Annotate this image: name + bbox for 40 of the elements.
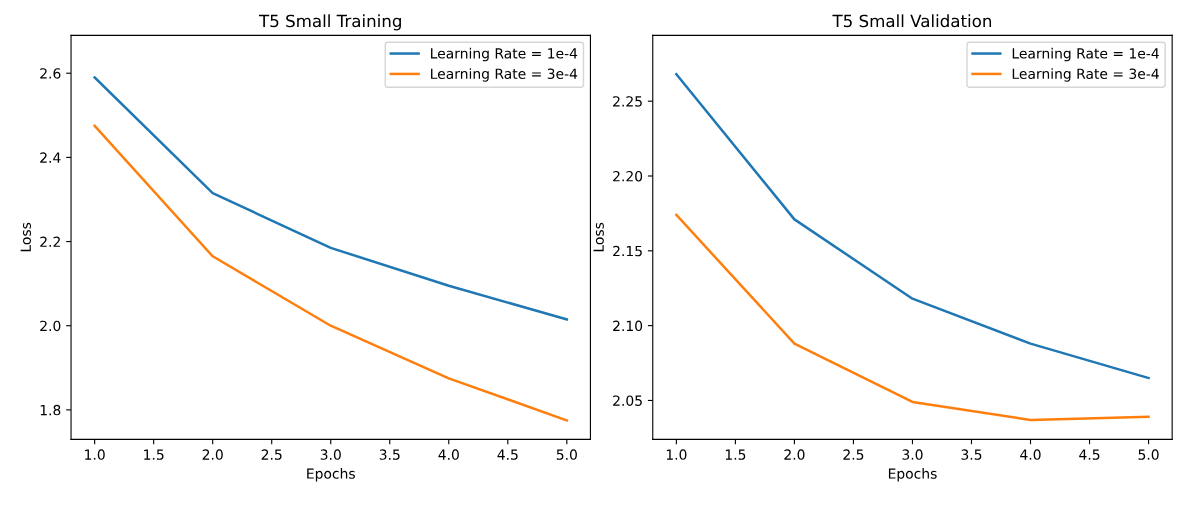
- y-axis-title: Loss: [593, 222, 604, 252]
- y-tick-label: 2.4: [40, 152, 61, 163]
- chart-title: T5 Small Training: [258, 14, 401, 31]
- y-tick-label: 2.6: [40, 68, 61, 79]
- x-tick-label: 3.5: [961, 449, 982, 460]
- y-tick-label: 2.05: [613, 395, 642, 406]
- line-series: [93, 124, 569, 422]
- x-tick-label: 1.0: [666, 449, 687, 460]
- x-tick-label: 2.0: [784, 449, 805, 460]
- x-axis-title: Epochs: [307, 468, 355, 482]
- x-tick-label: 1.5: [725, 449, 746, 460]
- x-tick-label: 2.5: [843, 449, 864, 460]
- y-tick-label: 2.15: [613, 245, 642, 257]
- x-tick-label: 4.5: [1079, 449, 1100, 460]
- x-tick-label: 3.5: [379, 449, 400, 460]
- x-tick-label: 5.0: [556, 449, 577, 460]
- legend-label: Learning Rate = 1e-4: [431, 47, 578, 62]
- x-tick-label: 4.5: [497, 449, 518, 460]
- legend-label: Learning Rate = 3e-4: [431, 68, 578, 82]
- line-series: [675, 213, 1150, 422]
- chart-title: T5 Small Validation: [832, 14, 992, 28]
- y-tick-label: 2.0: [40, 320, 61, 332]
- x-tick-label: 3.0: [320, 449, 341, 460]
- y-tick-label: 2.10: [613, 320, 643, 332]
- y-axis-title: Loss: [20, 222, 31, 252]
- y-tick-label: 1.8: [40, 404, 61, 416]
- legend-label: Learning Rate = 3e-4: [1012, 68, 1159, 82]
- x-tick-label: 5.0: [1138, 449, 1159, 460]
- y-tick-label: 2.25: [613, 96, 642, 107]
- y-tick-label: 2.20: [613, 170, 643, 182]
- x-tick-label: 3.0: [902, 449, 923, 460]
- x-tick-label: 1.0: [85, 449, 105, 460]
- y-tick-label: 2.2: [40, 236, 60, 247]
- legend-label: Learning Rate = 1e-4: [1012, 47, 1159, 62]
- x-tick-label: 2.0: [202, 449, 223, 460]
- x-tick-label: 2.5: [261, 449, 282, 460]
- x-tick-label: 1.5: [144, 449, 164, 460]
- x-tick-label: 4.0: [438, 449, 459, 460]
- x-axis-title: Epochs: [888, 468, 937, 482]
- x-tick-label: 4.0: [1020, 449, 1041, 460]
